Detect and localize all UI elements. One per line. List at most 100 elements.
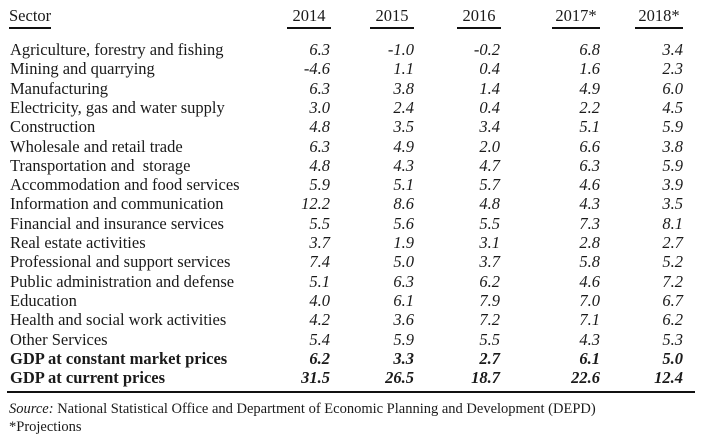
- value-col-2014: 6.3: [309, 136, 330, 156]
- value-col-2014: 5.1: [309, 271, 330, 291]
- sector-label: Electricity, gas and water supply: [10, 97, 225, 117]
- value-col-2015: 8.6: [393, 194, 414, 214]
- value-col-2017: 4.3: [579, 329, 600, 349]
- value-col-2014: 5.4: [309, 329, 330, 349]
- header-year-2017: 2017*: [552, 6, 600, 29]
- value-col-2015: 5.0: [393, 252, 414, 272]
- sector-label: Information and communication: [10, 194, 224, 214]
- sector-label: Health and social work activities: [10, 310, 227, 330]
- value-col-2015: 5.9: [393, 329, 414, 349]
- table-row: Education 4.0 6.1 7.9 7.0 6.7: [0, 291, 705, 310]
- value-col-2015: 2.4: [393, 97, 414, 117]
- value-col-2014: 3.7: [309, 233, 330, 252]
- value-col-2017: 7.0: [579, 290, 600, 310]
- value-col-2014: 4.8: [309, 155, 330, 175]
- value-col-2018: 2.7: [662, 233, 683, 252]
- value-col-2014: 6.3: [309, 40, 330, 59]
- sector-label: GDP at current prices: [10, 368, 166, 388]
- sector-label: Mining and quarrying: [10, 59, 155, 79]
- table-row: Accommodation and food services 5.9 5.1 5.7…: [0, 175, 705, 194]
- value-col-2014: 31.5: [301, 368, 330, 388]
- sector-label: Agriculture, forestry and fishing: [10, 40, 224, 59]
- table-row: Electricity, gas and water supply 3.0 2.4 0…: [0, 98, 705, 117]
- table-row: Real estate activities 3.7 1.9 3.1 2.8 2.7: [0, 233, 705, 252]
- value-col-2016: 5.7: [479, 175, 500, 195]
- sector-label: Wholesale and retail trade: [10, 136, 183, 156]
- value-col-2017: 6.6: [579, 136, 600, 156]
- sector-label: Other Services: [10, 329, 108, 349]
- sector-label: Public administration and defense: [10, 271, 235, 291]
- value-col-2014: 6.2: [309, 348, 330, 368]
- table-row: GDP at constant market prices 6.2 3.3 2.7 6.…: [0, 349, 705, 368]
- header-year-2018: 2018*: [635, 6, 683, 29]
- value-col-2018: 2.3: [662, 59, 683, 79]
- value-col-2014: 4.8: [309, 117, 330, 137]
- table-row: Wholesale and retail trade 6.3 4.9 2.0 6.6 3.…: [0, 137, 705, 156]
- sector-label: Construction: [10, 117, 96, 137]
- value-col-2018: 8.1: [662, 213, 683, 233]
- value-col-2018: 4.5: [662, 97, 683, 117]
- value-col-2014: 5.9: [309, 175, 330, 195]
- sector-label: Financial and insurance services: [10, 213, 224, 233]
- value-col-2016: 1.4: [479, 78, 500, 98]
- value-col-2014: 6.3: [309, 78, 330, 98]
- value-col-2016: 18.7: [471, 368, 500, 388]
- table-row: GDP at current prices 31.5 26.5 18.7 22.6 12.…: [0, 368, 705, 387]
- value-col-2018: 6.2: [662, 310, 683, 330]
- value-col-2018: 5.9: [662, 155, 683, 175]
- value-col-2016: 3.7: [479, 252, 500, 272]
- value-col-2016: -0.2: [473, 40, 500, 59]
- table-row: Manufacturing 6.3 3.8 1.4 4.9 6.0: [0, 79, 705, 98]
- value-col-2015: 1.1: [393, 59, 414, 79]
- sector-label: Real estate activities: [10, 233, 146, 252]
- value-col-2017: 5.8: [579, 252, 600, 272]
- table-row: Transportation and storage 4.8 4.3 4.7 6.3 5.…: [0, 156, 705, 175]
- value-col-2018: 6.0: [662, 78, 683, 98]
- sector-label: Transportation and storage: [10, 155, 191, 175]
- value-col-2015: 5.6: [393, 213, 414, 233]
- value-col-2015: 4.9: [393, 136, 414, 156]
- header-year-2016: 2016: [457, 6, 501, 29]
- sector-label: Education: [10, 290, 77, 310]
- value-col-2015: 6.1: [393, 290, 414, 310]
- value-col-2016: 7.9: [479, 290, 500, 310]
- value-col-2015: 4.3: [393, 155, 414, 175]
- value-col-2018: 7.2: [662, 271, 683, 291]
- value-col-2016: 5.5: [479, 329, 500, 349]
- value-col-2017: 1.6: [579, 59, 600, 79]
- value-col-2015: 3.8: [393, 78, 414, 98]
- table-row: Mining and quarrying -4.6 1.1 0.4 1.6 2.3: [0, 59, 705, 78]
- value-col-2017: 2.2: [579, 97, 600, 117]
- value-col-2016: 0.4: [479, 97, 500, 117]
- value-col-2017: 2.8: [579, 233, 600, 252]
- value-col-2017: 7.3: [579, 213, 600, 233]
- value-col-2017: 6.8: [579, 40, 600, 59]
- value-col-2015: 3.5: [393, 117, 414, 137]
- value-col-2018: 3.8: [662, 136, 683, 156]
- source-label: Source:: [9, 401, 54, 417]
- header-year-2015: 2015: [370, 6, 414, 29]
- value-col-2017: 5.1: [579, 117, 600, 137]
- value-col-2015: 26.5: [385, 368, 414, 388]
- value-col-2018: 5.9: [662, 117, 683, 137]
- value-col-2018: 5.2: [662, 252, 683, 272]
- bottom-rule: [7, 391, 695, 393]
- value-col-2015: 1.9: [393, 233, 414, 252]
- value-col-2017: 4.3: [579, 194, 600, 214]
- value-col-2016: 3.4: [479, 117, 500, 137]
- value-col-2016: 2.7: [479, 348, 500, 368]
- value-col-2014: 7.4: [309, 252, 330, 272]
- table-row: Financial and insurance services 5.5 5.6 5.…: [0, 214, 705, 233]
- value-col-2016: 6.2: [479, 271, 500, 291]
- value-col-2018: 6.7: [662, 290, 683, 310]
- value-col-2016: 2.0: [479, 136, 500, 156]
- value-col-2017: 6.1: [579, 348, 600, 368]
- value-col-2016: 4.7: [479, 155, 500, 175]
- value-col-2015: 3.6: [393, 310, 414, 330]
- table-row: Public administration and defense 5.1 6.3 6…: [0, 272, 705, 291]
- value-col-2018: 3.5: [662, 194, 683, 214]
- value-col-2017: 6.3: [579, 155, 600, 175]
- value-col-2018: 3.4: [662, 40, 683, 59]
- table-row: Health and social work activities 4.2 3.6 7…: [0, 310, 705, 329]
- value-col-2018: 5.3: [662, 329, 683, 349]
